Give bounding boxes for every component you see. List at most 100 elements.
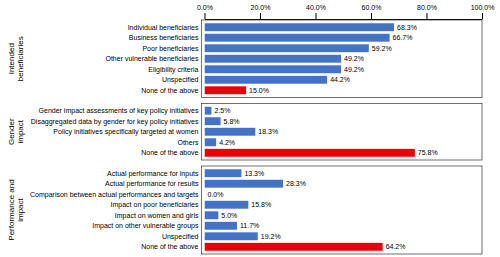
x-axis: 0.0% 20.0% 40.0% 60.0% 80.0% 100.0% (197, 4, 494, 20)
x-tick-label: 0.0% (197, 4, 213, 11)
value-label: 15.0% (249, 87, 269, 94)
bar (204, 107, 211, 115)
value-label: 5.8% (224, 118, 240, 125)
value-label: 11.7% (240, 222, 259, 229)
value-label: 49.2% (344, 55, 364, 62)
category-label: Unspecified (162, 76, 199, 84)
value-label: 0.0% (207, 191, 223, 198)
x-tick: 0.0% (197, 4, 213, 19)
section-label: Performance andimpact (7, 179, 25, 240)
bars (204, 23, 394, 94)
value-labels: 68.3% 66.7%59.2% 49.2% 49.2% 44.2% 15.0% (249, 24, 417, 94)
category-label: Actual performance for results (105, 180, 199, 188)
x-tick-label: 20.0% (251, 4, 271, 11)
category-label: Impact on women and girls (115, 212, 199, 220)
value-label: 64.2% (386, 243, 406, 250)
category-label: Impact on poor beneficiaries (111, 201, 199, 209)
bar (204, 55, 341, 63)
bar (204, 34, 389, 42)
value-label: 66.7% (393, 34, 413, 41)
bar (204, 23, 394, 31)
category-label: Other vulnerable beneficiaries (105, 55, 198, 62)
bar (204, 86, 246, 94)
bar (204, 44, 368, 52)
category-label: Gender impact assessments of key policy … (39, 107, 199, 115)
category-label: Actual performance for inputs (107, 170, 199, 178)
category-label: Others (177, 139, 199, 146)
bar (204, 211, 218, 219)
category-labels: Actual performance for inputs Actual perf… (30, 170, 199, 251)
value-label: 28.3% (286, 180, 306, 187)
bars (204, 107, 414, 157)
x-tick-label: 60.0% (362, 4, 382, 11)
x-tick: 100.0% (471, 4, 495, 19)
x-tick: 20.0% (251, 4, 271, 19)
category-label: Impact on other vulnerable groups (92, 222, 199, 230)
section-label-line: beneficiaries (16, 36, 25, 81)
x-tick: 40.0% (306, 4, 326, 19)
section-label-line: Performance and (7, 179, 16, 240)
category-label: None of the above (141, 87, 198, 94)
value-labels: 13.3% 28.3% 0.0% 15.8% 5.0%11.7%19.2% 64.2% (207, 170, 405, 251)
bar (204, 180, 283, 188)
bar (204, 128, 255, 136)
category-label: Disaggregated data by gender for key pol… (31, 118, 199, 126)
section-box (201, 166, 482, 254)
category-label: Poor beneficiaries (142, 45, 199, 52)
bar (204, 190, 205, 198)
bar (204, 65, 341, 73)
category-label: Eligibility criteria (148, 66, 198, 74)
value-label: 15.8% (251, 201, 271, 208)
bar (204, 243, 382, 251)
category-label: None of the above (141, 243, 198, 250)
section-label-line: impact (16, 197, 25, 221)
section-box (201, 104, 482, 161)
category-labels: Gender impact assessments of key policy … (31, 107, 199, 156)
bar (204, 232, 257, 240)
category-label: Comparison between actual performances a… (30, 191, 199, 199)
value-label: 4.2% (219, 139, 235, 146)
bar (204, 138, 216, 146)
x-tick-mark (315, 13, 316, 19)
x-tick-mark (204, 13, 205, 19)
value-labels: 2.5% 5.8% 18.3% 4.2% 75.8% (214, 107, 437, 156)
section-box (201, 20, 482, 98)
x-tick-mark (371, 13, 372, 19)
section-label: Genderimpact (7, 118, 25, 145)
bar (204, 149, 414, 157)
category-label: Policy initiatives specifically targeted… (53, 128, 198, 136)
bar (204, 222, 236, 230)
value-label: 13.3% (244, 170, 264, 177)
bar (204, 201, 248, 209)
x-tick: 80.0% (417, 4, 437, 19)
value-label: 68.3% (397, 24, 417, 31)
x-tick: 60.0% (362, 4, 382, 19)
bar (204, 76, 327, 84)
section-label-line: Gender (7, 118, 16, 145)
value-label: 44.2% (330, 76, 350, 83)
value-label: 59.2% (372, 45, 392, 52)
value-label: 5.0% (221, 212, 237, 219)
bar (204, 169, 241, 177)
category-label: Business beneficiaries (129, 34, 199, 41)
section-label: Intendedbeneficiaries (7, 36, 25, 81)
category-label: Individual beneficiaries (128, 24, 199, 31)
bars (204, 169, 382, 250)
x-tick-label: 80.0% (417, 4, 437, 11)
bar (204, 117, 220, 125)
value-label: 75.8% (418, 149, 438, 156)
chart: 0.0% 20.0% 40.0% 60.0% 80.0% 100.0% Individual… (0, 0, 500, 257)
x-tick-label: 40.0% (306, 4, 326, 11)
x-tick-mark (426, 13, 427, 19)
x-tick-mark (482, 13, 483, 19)
section-label-line: impact (16, 119, 25, 143)
value-label: 49.2% (344, 66, 364, 73)
x-tick-label: 100.0% (471, 4, 495, 11)
category-labels: Individual beneficiaries Business benefic… (105, 24, 198, 94)
x-tick-mark (260, 13, 261, 19)
value-label: 19.2% (261, 233, 281, 240)
value-label: 2.5% (214, 107, 230, 114)
category-label: Unspecified (162, 233, 199, 241)
value-label: 18.3% (258, 128, 278, 135)
section-label-line: Intended (7, 43, 16, 74)
